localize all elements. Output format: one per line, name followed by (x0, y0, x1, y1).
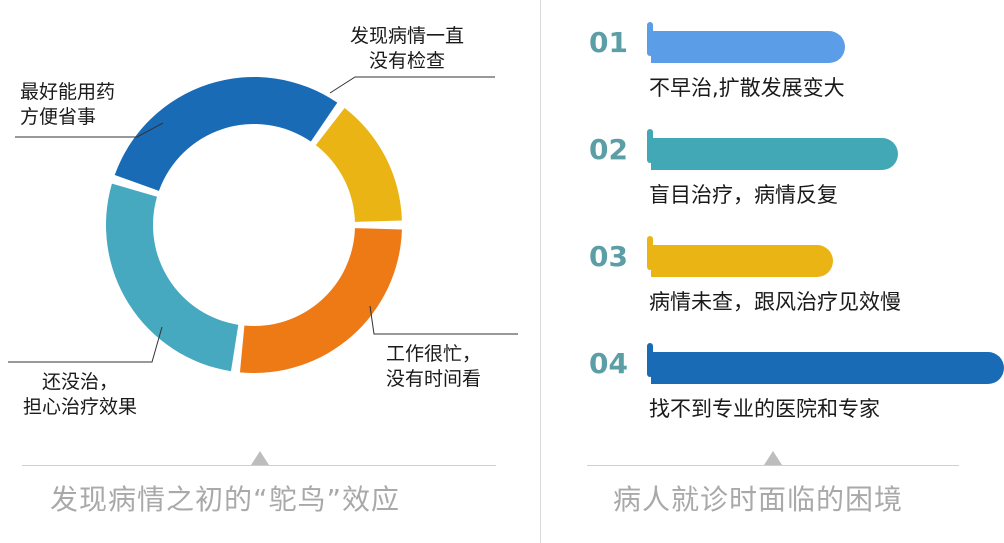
difficulty-number: 04 (589, 347, 628, 380)
right-footer-title: 病人就诊时面临的困境 (613, 483, 904, 516)
difficulty-number: 02 (589, 133, 628, 166)
difficulty-number: 03 (589, 240, 628, 273)
difficulty-bar (651, 138, 898, 170)
label-no-check-line2: 没有检查 (369, 50, 446, 72)
label-too-busy-line2: 没有时间看 (386, 368, 482, 390)
panel-divider (540, 0, 541, 543)
difficulty-item-2: 02 盲目治疗，病情反复 (541, 129, 1004, 229)
difficulty-bar-cap (647, 236, 653, 270)
label-convenient-medicine: 最好能用药 方便省事 (20, 80, 115, 130)
donut-chart (8, 76, 518, 374)
label-convenient-medicine-line1: 最好能用药 (20, 81, 116, 103)
difficulty-bar-cap (647, 22, 653, 56)
leader-line-1 (329, 76, 495, 94)
label-too-busy: 工作很忙， 没有时间看 (386, 342, 481, 392)
difficulty-text: 不早治,扩散发展变大 (649, 76, 845, 100)
difficulty-text: 找不到专业的医院和专家 (649, 397, 880, 421)
label-convenient-medicine-line2: 方便省事 (20, 106, 97, 128)
left-panel: 发现病情一直 没有检查 工作很忙， 没有时间看 还没治， 担心治疗效果 最好能用… (8, 24, 518, 516)
label-worried-effect: 还没治， 担心治疗效果 (16, 370, 144, 420)
donut-segment-no-check (114, 76, 338, 191)
label-too-busy-line1: 工作很忙， (386, 343, 482, 365)
difficulty-item-3: 03 病情未查，跟风治疗见效慢 (541, 236, 1004, 336)
label-no-check-line1: 发现病情一直 (350, 25, 465, 47)
right-footer-divider (587, 465, 959, 466)
difficulty-bar (651, 352, 1004, 384)
right-footer-triangle-icon (764, 451, 782, 465)
difficulty-bar (651, 31, 845, 63)
difficulty-text: 病情未查，跟风治疗见效慢 (649, 290, 901, 314)
right-panel: 01 不早治,扩散发展变大 02 盲目治疗，病情反复 03 病情未查，跟风治疗见… (541, 0, 1004, 543)
label-worried-effect-line1: 还没治， (41, 371, 118, 393)
leader-line-2 (369, 305, 518, 335)
donut-segment-too-busy (315, 107, 402, 222)
left-footer-title: 发现病情之初的“鸵鸟”效应 (50, 483, 401, 516)
left-footer-triangle-icon (251, 451, 269, 465)
leader-line-4 (15, 122, 164, 138)
donut-segment-worried-effect (239, 228, 402, 374)
difficulty-number: 01 (589, 26, 628, 59)
leader-line-3 (8, 326, 163, 363)
difficulty-item-1: 01 不早治,扩散发展变大 (541, 22, 1004, 122)
difficulty-item-4: 04 找不到专业的医院和专家 (541, 343, 1004, 443)
label-worried-effect-line2: 担心治疗效果 (22, 396, 137, 418)
difficulty-bar-cap (647, 343, 653, 377)
difficulty-bar-cap (647, 129, 653, 163)
label-no-check: 发现病情一直 没有检查 (350, 24, 464, 74)
difficulty-bar (651, 245, 833, 277)
left-footer-divider (22, 465, 496, 466)
donut-segment-convenient-medicine (106, 183, 239, 372)
difficulty-text: 盲目治疗，病情反复 (649, 183, 838, 207)
